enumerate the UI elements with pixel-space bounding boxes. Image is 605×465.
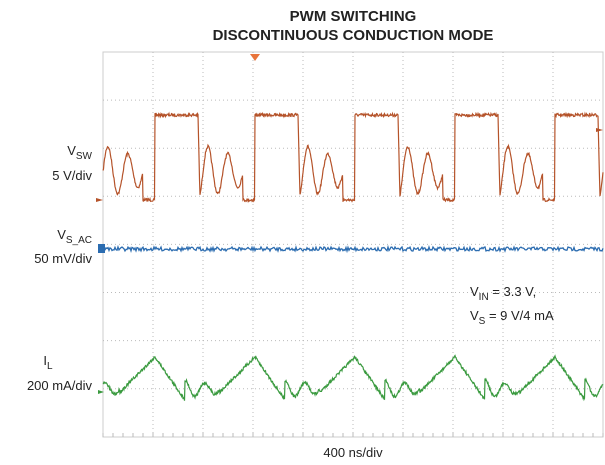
ch1-level-marker <box>596 128 603 132</box>
channel-label: VSW <box>67 143 92 162</box>
title-line: PWM SWITCHING <box>290 8 417 25</box>
channel-label: IL <box>43 353 53 372</box>
channel-scale: 200 mA/div <box>27 378 93 393</box>
sw-trace <box>102 111 604 204</box>
title-line: DISCONTINUOUS CONDUCTION MODE <box>213 27 494 44</box>
trigger-marker <box>250 54 260 61</box>
ch1-marker <box>96 198 103 202</box>
channel-scale: 5 V/div <box>52 168 92 183</box>
ch2-marker <box>98 244 105 253</box>
time-scale: 400 ns/div <box>323 445 383 460</box>
il-trace <box>102 354 604 402</box>
traces <box>102 111 604 402</box>
channel-label: VS_AC <box>57 227 92 246</box>
annotation: VIN = 3.3 V, <box>470 284 536 303</box>
annotation: VS = 9 V/4 mA <box>470 308 554 327</box>
channel-scale: 50 mV/div <box>34 251 92 266</box>
ch3-marker <box>98 390 104 394</box>
grid <box>102 52 604 437</box>
vs-ac-trace <box>102 244 604 254</box>
